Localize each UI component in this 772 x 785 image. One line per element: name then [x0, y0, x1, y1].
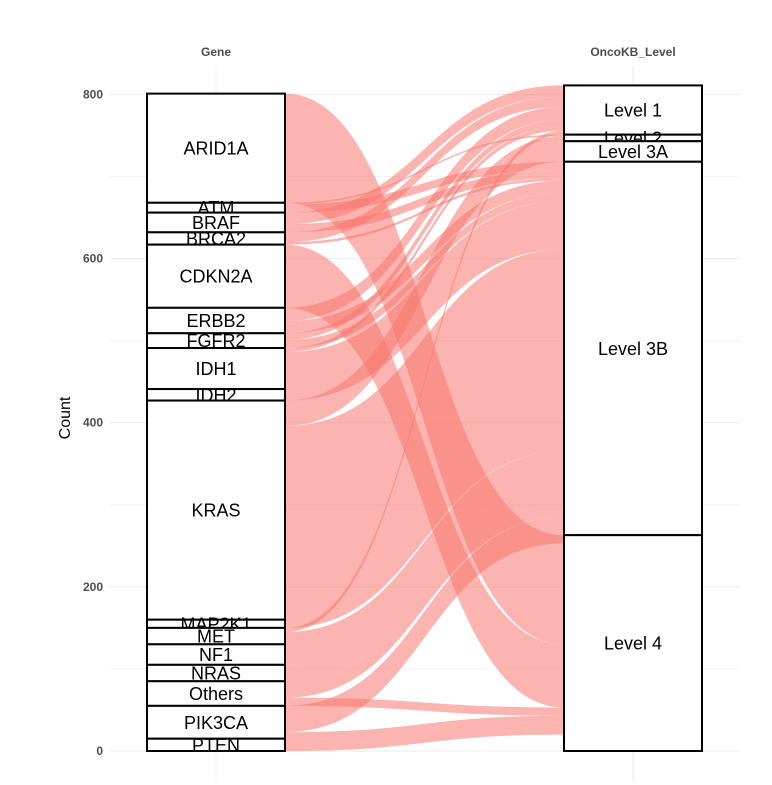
- flow-band: [285, 169, 564, 233]
- y-tick-label: 400: [83, 416, 103, 430]
- flow-band: [285, 722, 564, 751]
- y-axis: 0 200 400 600 800: [83, 87, 103, 758]
- flow-band: [285, 451, 564, 645]
- y-tick-label: 0: [96, 744, 103, 758]
- flow-band: [285, 484, 564, 682]
- stratum-label: Level 4: [604, 634, 662, 654]
- stratum-label: PTEN: [192, 735, 240, 755]
- stratum-box: [563, 160, 703, 537]
- stratum-box: [563, 84, 703, 136]
- stratum-label: PIK3CA: [184, 713, 248, 733]
- flow-band: [285, 201, 564, 390]
- x-axis: Gene OncoKB_Level: [201, 45, 676, 59]
- stratum-label: Level 3A: [598, 142, 668, 162]
- flow-band: [285, 715, 564, 739]
- stratum-label: ARID1A: [183, 139, 248, 159]
- stratum-box: [146, 243, 286, 309]
- flow-band: [285, 500, 564, 698]
- stratum-box: [146, 347, 286, 391]
- stratum-box: [146, 737, 286, 753]
- flow-band: [285, 180, 564, 334]
- stratum-box: [563, 534, 703, 752]
- stratum-label: NRAS: [191, 664, 241, 684]
- stratum-label: Level 3B: [598, 339, 668, 359]
- stratum-box: [146, 680, 286, 707]
- flows: [285, 85, 564, 751]
- x-tick-label: OncoKB_Level: [590, 45, 675, 59]
- stratum-box: [146, 92, 286, 204]
- stratum-label: Level 1: [604, 101, 662, 121]
- x-tick-label: Gene: [201, 45, 231, 59]
- stratum-label: Others: [189, 684, 243, 704]
- strata: ARID1AATMBRAFBRCA2CDKN2AERBB2FGFR2IDH1ID…: [146, 84, 703, 755]
- stratum-label: FGFR2: [186, 331, 245, 351]
- stratum-label: BRAF: [192, 213, 240, 233]
- flow-band: [285, 517, 564, 733]
- stratum-label: IDH1: [195, 359, 236, 379]
- flow-band: [285, 106, 564, 321]
- stratum-label: ERBB2: [186, 311, 245, 331]
- flow-band: [285, 443, 564, 628]
- flow-band: [285, 136, 564, 406]
- y-tick-label: 200: [83, 580, 103, 594]
- stratum-label: NF1: [199, 645, 233, 665]
- y-tick-label: 600: [83, 252, 103, 266]
- flow-band: [285, 96, 564, 243]
- stratum-label: CDKN2A: [179, 267, 252, 287]
- y-axis-title: Count: [57, 396, 74, 439]
- flow-band: [285, 238, 564, 401]
- y-tick-label: 800: [83, 87, 103, 101]
- stratum-label: KRAS: [191, 501, 240, 521]
- flow-band: [285, 463, 564, 665]
- flow-band: [285, 141, 564, 427]
- flow-band: [285, 85, 564, 225]
- stratum-box: [146, 399, 286, 621]
- flow-band: [285, 249, 564, 620]
- flow-band: [285, 119, 564, 340]
- flow-band: [285, 126, 564, 353]
- flow-band: [285, 130, 564, 632]
- stratum-label: MET: [197, 627, 235, 647]
